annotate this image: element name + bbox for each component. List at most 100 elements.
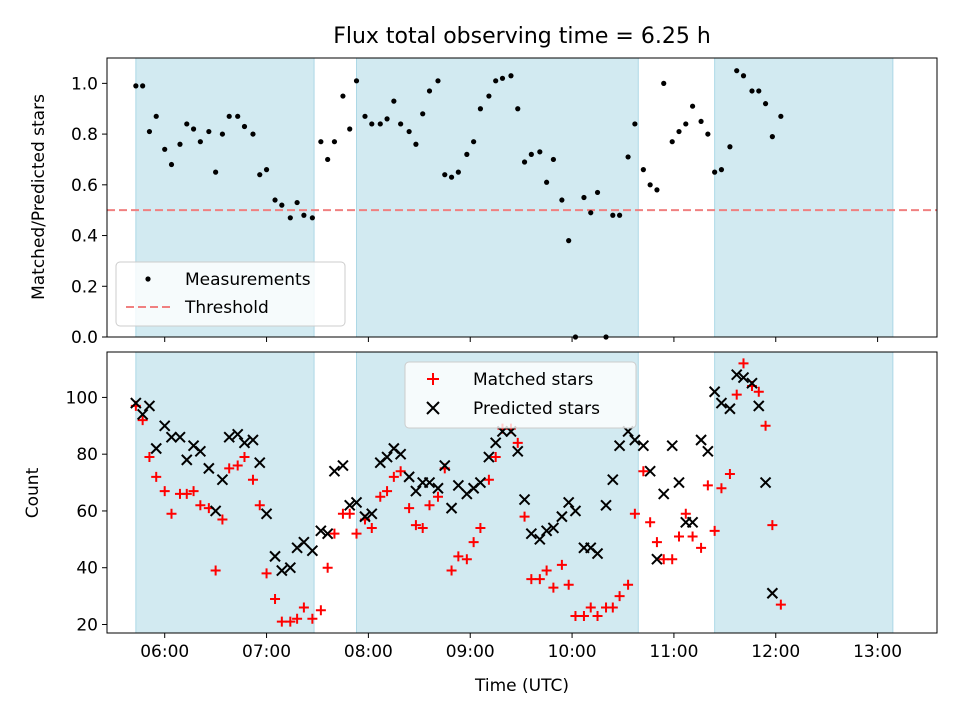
- measurement-point: [559, 197, 565, 203]
- predicted-star-point: [569, 505, 582, 517]
- measurement-point: [272, 197, 278, 203]
- predicted-star-point: [366, 508, 378, 520]
- matched-star-point: [638, 466, 649, 477]
- matched-star-point: [181, 488, 192, 499]
- matched-star-point: [329, 528, 340, 539]
- measurement-point: [442, 172, 448, 178]
- matched-star-point: [188, 486, 199, 497]
- matched-star-point: [285, 616, 296, 627]
- top-legend-frame: [115, 261, 346, 327]
- matched-star-point: [753, 386, 764, 397]
- predicted-star-point: [159, 420, 171, 432]
- measurement-point: [661, 80, 667, 86]
- x-tick-label: 12:00: [751, 642, 800, 662]
- measurement-point: [654, 187, 660, 193]
- predicted-star-point: [556, 510, 568, 523]
- predicted-star-point: [613, 439, 626, 452]
- measurement-point: [515, 106, 521, 112]
- y-tick-label: 60: [76, 502, 98, 522]
- predicted-star-point: [298, 536, 310, 548]
- y-tick-label: 40: [76, 559, 98, 579]
- predicted-star-point: [328, 465, 341, 477]
- matched-star-point: [548, 582, 559, 593]
- predicted-star-point: [644, 465, 656, 477]
- matched-star-point: [446, 565, 457, 576]
- bottom-axes: 20 40 60 80 100 06:00 07:00 08:00 09:00 10:00 11:0…: [66, 351, 938, 662]
- measurement-point: [398, 121, 404, 127]
- predicted-star-point: [231, 428, 244, 441]
- predicted-star-point: [284, 562, 297, 574]
- matched-star-point: [556, 559, 567, 570]
- matched-star-point: [210, 565, 221, 576]
- measurement-point: [588, 210, 594, 216]
- predicted-star-point: [673, 476, 685, 489]
- matched-star-point: [570, 610, 581, 621]
- predicted-star-point: [525, 527, 538, 540]
- matched-star-point: [351, 528, 362, 539]
- matched-star-point: [247, 474, 258, 485]
- measurement-point: [493, 78, 499, 84]
- predicted-legend-marker: [426, 401, 440, 415]
- measurement-point: [279, 202, 285, 208]
- predicted-star-point: [150, 442, 162, 455]
- top-panel: 0.0 0.2 0.4 0.6 0.8 1.0 Matched/Predicted sta…: [29, 57, 938, 348]
- measurement-point: [146, 128, 153, 135]
- matched-star-point: [563, 579, 574, 590]
- measurement-point: [250, 131, 256, 137]
- matched-star-point: [270, 593, 281, 604]
- matched-star-point: [315, 605, 326, 616]
- y-tick-label: 0.4: [71, 227, 98, 247]
- predicted-star-point: [708, 386, 721, 398]
- predicted-star-point: [737, 371, 750, 384]
- measurement-point: [625, 154, 631, 160]
- measurement-point: [377, 121, 383, 127]
- measurement-point: [331, 139, 338, 145]
- matched-star-point: [483, 474, 494, 485]
- measurement-point: [448, 174, 455, 180]
- top-legend: Measurements Threshold: [115, 261, 346, 327]
- predicted-legend-label: Predicted stars: [473, 399, 600, 419]
- x-tick-label: 10:00: [548, 642, 597, 662]
- measurement-point: [778, 113, 784, 119]
- y-tick-label: 0.0: [71, 328, 98, 348]
- top-y-axis-label: Matched/Predicted stars: [29, 94, 49, 300]
- matched-star-point: [578, 610, 589, 621]
- measurement-point: [426, 88, 433, 94]
- predicted-star-point: [753, 400, 765, 412]
- y-tick-label: 1.0: [71, 74, 98, 94]
- predicted-star-point: [746, 377, 758, 389]
- matched-star-point: [687, 531, 698, 542]
- threshold-legend-label: Threshold: [184, 298, 269, 318]
- matched-star-point: [526, 574, 537, 585]
- matched-star-point: [629, 508, 640, 519]
- measurement-point: [257, 172, 263, 178]
- matched-star-point: [592, 610, 603, 621]
- measurement-point: [756, 88, 762, 94]
- measurement-point: [353, 78, 360, 84]
- predicted-star-point: [216, 474, 229, 486]
- predicted-star-point: [410, 485, 422, 497]
- matched-star-point: [645, 517, 656, 528]
- matched-star-point: [716, 483, 727, 494]
- matched-star-point: [468, 537, 479, 548]
- measurement-point: [413, 141, 419, 147]
- bottom-y-axis-label: Count: [23, 467, 43, 518]
- predicted-star-point: [254, 456, 266, 469]
- matched-legend-label: Matched stars: [473, 370, 593, 390]
- predicted-star-point: [381, 451, 393, 463]
- measurement-point: [133, 83, 139, 89]
- predicted-star-point: [423, 476, 436, 489]
- measurement-point: [309, 215, 315, 221]
- measurement-point: [550, 156, 557, 163]
- predicted-star-point: [702, 445, 714, 458]
- plot-frame: [106, 57, 938, 338]
- matched-star-point: [307, 613, 318, 624]
- matched-star-point: [137, 415, 148, 426]
- measurement-point: [294, 199, 300, 206]
- matched-star-point: [760, 420, 771, 431]
- matched-star-point: [775, 599, 786, 610]
- measurement-point: [347, 126, 353, 132]
- matched-star-point: [404, 503, 415, 514]
- measurement-point: [734, 68, 740, 74]
- predicted-star-point: [194, 445, 207, 458]
